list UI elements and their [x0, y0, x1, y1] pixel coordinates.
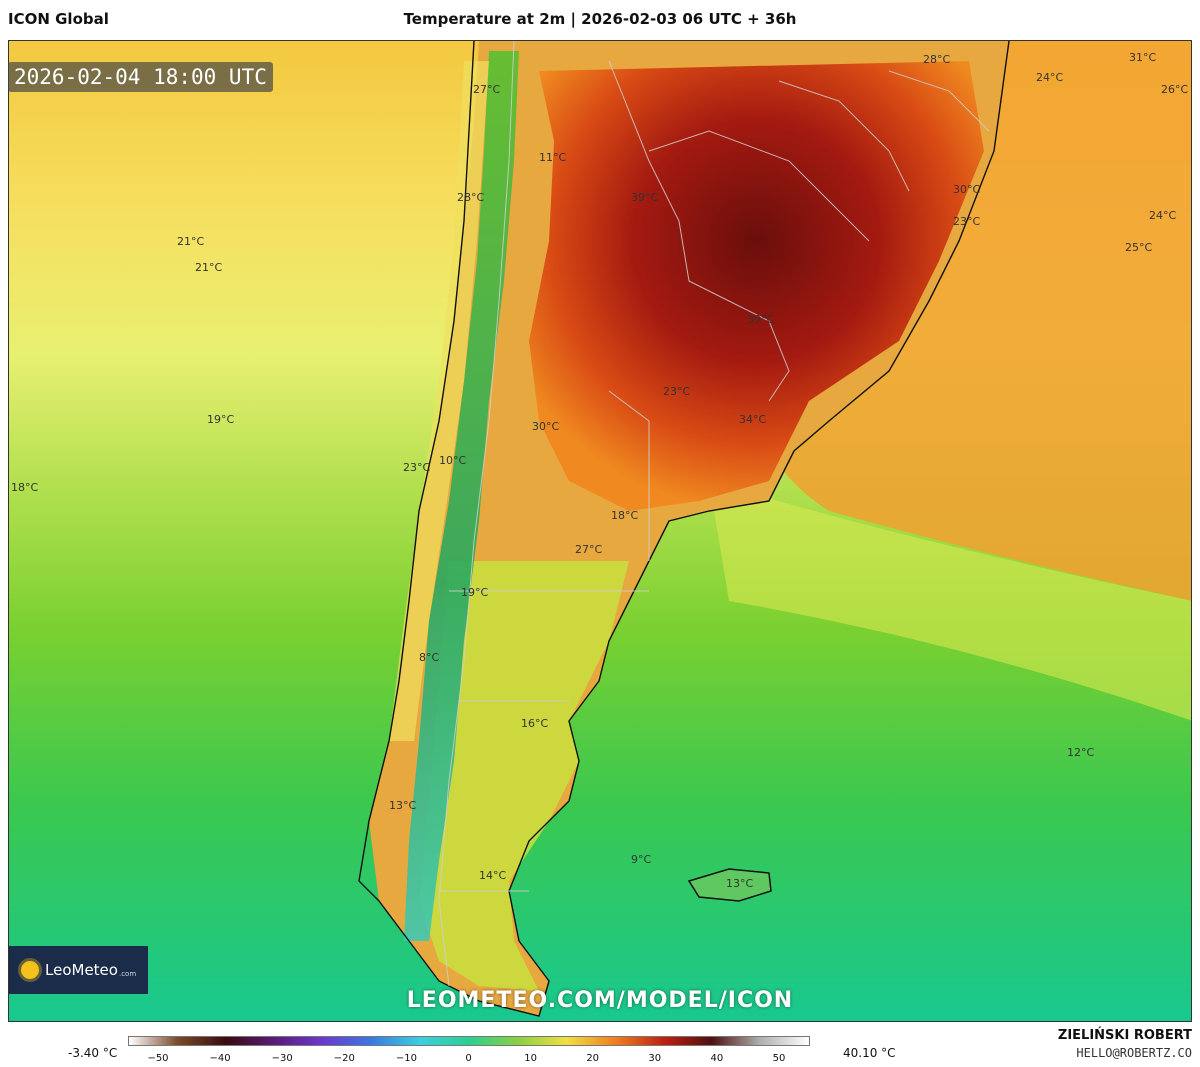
sun-icon — [21, 961, 39, 979]
temp-label: 27°C — [575, 543, 602, 556]
temp-label: 27°C — [473, 83, 500, 96]
colorbar-tick-label: 50 — [772, 1053, 786, 1064]
temp-label: 21°C — [177, 235, 204, 248]
chile-coast — [389, 61, 489, 741]
coastline — [358, 41, 1010, 1017]
valid-time-badge: 2026-02-04 18:00 UTC — [8, 62, 273, 92]
colorbar-max-label: 40.10 °C — [843, 1046, 896, 1060]
temp-label: 28°C — [923, 53, 950, 66]
temp-label: 24°C — [1036, 71, 1063, 84]
temp-label: 11°C — [539, 151, 566, 164]
author-name: ZIELIŃSKI ROBERT — [1057, 1028, 1192, 1043]
temp-label: 13°C — [389, 799, 416, 812]
colorbar-tick-label: −50 — [147, 1053, 169, 1064]
temp-label: 13°C — [726, 877, 753, 890]
temp-label: 14°C — [479, 869, 506, 882]
temp-label: 10°C — [439, 454, 466, 467]
colorbar-tick-label: 20 — [586, 1053, 600, 1064]
colorbar-tick-label: −30 — [271, 1053, 293, 1064]
temp-label: 19°C — [461, 586, 488, 599]
temp-label: 30°C — [532, 420, 559, 433]
atlantic-mild-area — [709, 481, 1191, 721]
country-borders — [438, 41, 990, 987]
patagonia-area — [419, 561, 629, 991]
temp-label: 8°C — [419, 651, 439, 664]
colorbar — [128, 1036, 810, 1046]
temp-label: 9°C — [631, 853, 651, 866]
temp-label: 26°C — [1161, 83, 1188, 96]
temp-label: 19°C — [207, 413, 234, 426]
temp-label: 31°C — [1129, 51, 1156, 64]
temp-label: 12°C — [1067, 746, 1094, 759]
temp-label: 23°C — [953, 215, 980, 228]
temp-label: 23°C — [663, 385, 690, 398]
temperature-labels: 27°C 11°C 39°C 28°C 21°C 21°C 39°C 23°C … — [11, 51, 1188, 890]
colorbar-tick-label: 30 — [648, 1053, 662, 1064]
temp-label: 23°C — [403, 461, 430, 474]
leometeo-logo[interactable]: LeoMeteo .com — [9, 946, 148, 994]
temp-label: 24°C — [1149, 209, 1176, 222]
colorbar-min-label: -3.40 °C — [68, 1046, 118, 1060]
colorbar-tick-label: 10 — [524, 1053, 537, 1064]
author-email[interactable]: HELLO@ROBERTZ.CO — [1076, 1046, 1192, 1060]
map-title: Temperature at 2m | 2026-02-03 06 UTC + … — [403, 10, 797, 28]
watermark-url: LEOMETEO.COM/MODEL/ICON — [406, 988, 794, 1013]
colorbar-tick-label: −40 — [209, 1053, 231, 1064]
logo-text: LeoMeteo — [45, 961, 118, 979]
temp-label: 25°C — [1125, 241, 1152, 254]
temp-label: 39°C — [747, 313, 774, 326]
colorbar-tick-label: 0 — [465, 1053, 472, 1064]
temp-label: 39°C — [631, 191, 658, 204]
heat-core — [529, 61, 984, 511]
temp-label: 18°C — [611, 509, 638, 522]
colorbar-tick-label: −10 — [395, 1053, 417, 1064]
colorbar-ticks: −50 −40 −30 −20 −10 0 10 20 30 40 50 — [0, 1053, 1200, 1067]
temp-label: 21°C — [195, 261, 222, 274]
temperature-map: 27°C 11°C 39°C 28°C 21°C 21°C 39°C 23°C … — [8, 40, 1192, 1022]
colorbar-tick-label: −20 — [333, 1053, 355, 1064]
logo-suffix: .com — [118, 970, 137, 978]
temp-label: 28°C — [457, 191, 484, 204]
falkland-islands — [687, 868, 772, 902]
model-name: ICON Global — [8, 10, 109, 28]
temp-label: 30°C — [953, 183, 980, 196]
colorbar-tick-label: 40 — [710, 1053, 724, 1064]
andes-strip — [404, 51, 519, 941]
temp-label: 18°C — [11, 481, 38, 494]
temp-label: 34°C — [739, 413, 766, 426]
temp-label: 16°C — [521, 717, 548, 730]
